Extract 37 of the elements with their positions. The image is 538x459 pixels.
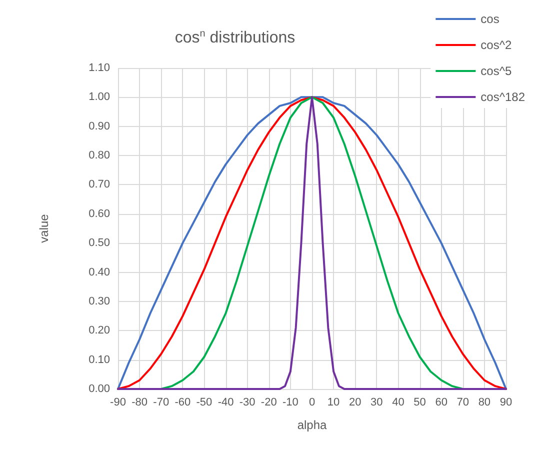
legend-label: cos (480, 12, 500, 26)
x-tick-label: 20 (348, 396, 362, 408)
x-tick-label: -70 (153, 396, 170, 408)
legend-label: cos^2 (480, 38, 512, 52)
y-tick-label: 1.10 (88, 62, 110, 74)
y-tick-label: 0.90 (88, 120, 110, 132)
x-tick-label: -20 (260, 396, 277, 408)
x-tick-label: 60 (435, 396, 448, 408)
x-tick-label: 30 (370, 396, 383, 408)
x-tick-label: -40 (218, 396, 234, 408)
x-tick-label: 10 (327, 396, 340, 408)
legend-label: cos^182 (480, 90, 526, 104)
y-tick-label: 0.30 (88, 295, 110, 308)
y-axis-title: value (37, 214, 51, 243)
x-tick-label: 40 (392, 396, 404, 408)
y-tick-label: 0.70 (88, 178, 110, 191)
x-tick-label: 50 (414, 396, 426, 408)
x-tick-label: 0 (308, 396, 316, 408)
y-tick-label: 0.10 (88, 354, 110, 366)
x-tick-label: -90 (110, 396, 126, 408)
y-tick-label: 0.60 (88, 208, 110, 220)
x-tick-label: -80 (132, 396, 148, 408)
x-tick-label: -30 (239, 396, 256, 408)
y-tick-label: 0.20 (88, 324, 110, 337)
legend-label: cos^5 (480, 64, 512, 78)
y-tick-label: 0.80 (88, 150, 110, 162)
x-tick-label: -50 (196, 396, 212, 408)
y-tick-label: 0.50 (88, 237, 110, 250)
x-tick-label: 70 (456, 396, 470, 408)
x-tick-label: -10 (282, 396, 298, 408)
y-tick-label: 0.00 (88, 383, 110, 395)
x-tick-label: 90 (500, 396, 512, 408)
x-tick-label: -60 (174, 396, 191, 408)
y-tick-label: 1.00 (88, 91, 110, 104)
y-tick-label: 0.40 (88, 266, 110, 278)
x-axis-title: alpha (297, 418, 327, 432)
x-tick-label: 80 (478, 396, 491, 408)
